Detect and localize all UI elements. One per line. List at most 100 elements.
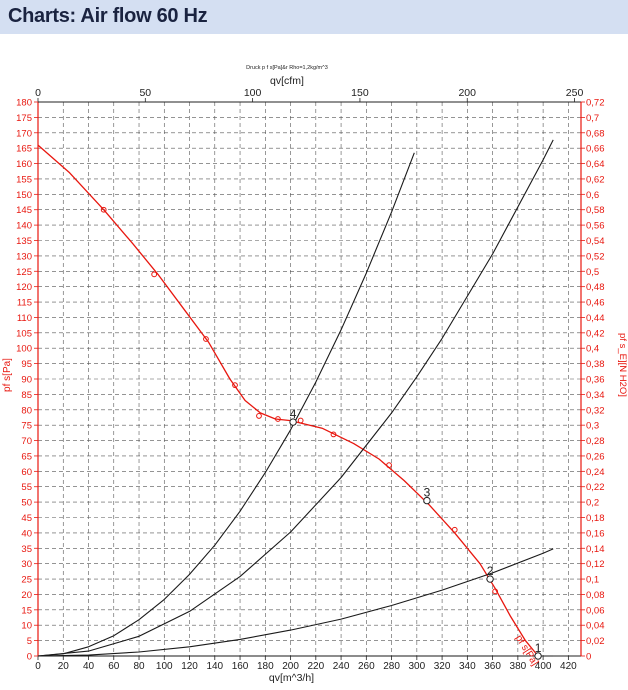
operating-point-label: 3 [424, 486, 431, 500]
operating-point-label: 1 [535, 641, 542, 655]
x-tick-label: 380 [510, 661, 527, 672]
operating-points: 4 3 2 1 [289, 407, 542, 660]
x-tick-label: 160 [232, 661, 249, 672]
series-line-system-curve-4 [37, 152, 415, 657]
y2-tick-label: 0,02 [586, 636, 605, 647]
y-tick-label: 85 [21, 390, 32, 401]
y2-tick-label: 0,66 [586, 144, 605, 155]
y2-tick-label: 0,68 [586, 128, 605, 139]
series-marker [256, 413, 262, 419]
y-tick-label: 15 [21, 605, 32, 616]
page-title: Charts: Air flow 60 Hz [8, 5, 208, 27]
y2-tick-label: 0,64 [586, 159, 605, 170]
y2-tick-label: 0,52 [586, 251, 605, 262]
fan-performance-chart: 4 3 2 1 0 20 40 60 80 100 120 140 160 180 200 220 240 26… [2, 65, 628, 684]
x-tick-label: 0 [35, 661, 41, 672]
y-axis-label: pf s[Pa] [2, 358, 13, 392]
y-tick-label: 105 [16, 328, 32, 339]
x-tick-label: 140 [206, 661, 223, 672]
y2-tick-label: 0,56 [586, 221, 605, 232]
y2-tick-label: 0,32 [586, 405, 605, 416]
y2-tick-label: 0,12 [586, 559, 605, 570]
x-axis-label: qv[m^3/h] [269, 672, 314, 684]
y2-tick-label: 0,34 [586, 390, 605, 401]
y-tick-label: 40 [21, 528, 32, 539]
title-bar: Charts: Air flow 60 Hz [0, 0, 628, 34]
y-tick-label: 10 [21, 621, 32, 632]
y-tick-label: 170 [16, 128, 32, 139]
series-marker [100, 206, 107, 213]
operating-point-3 [423, 496, 431, 505]
series-marker [297, 417, 304, 424]
x-tick-label: 220 [307, 661, 324, 672]
y2-tick-label: 0,46 [586, 298, 605, 309]
y2-tick-label: 0,24 [586, 467, 605, 478]
y2-tick-label: 0,16 [586, 528, 605, 539]
y-tick-label: 95 [21, 359, 32, 370]
y2-tick-label: 0,14 [586, 544, 605, 555]
y2-tick-label: 0,42 [586, 328, 605, 339]
y-tick-label: 115 [17, 298, 32, 309]
y-tick-label: 70 [21, 436, 32, 447]
series-marker [386, 462, 392, 469]
y2-tick-label: 0,36 [586, 375, 605, 386]
x2-axis-label: qv[cfm] [270, 75, 304, 87]
y-tick-label: 75 [21, 421, 32, 432]
x2-tick-label: 150 [351, 87, 369, 99]
y2-tick-label: 0,18 [586, 513, 605, 524]
x-tick-label: 200 [282, 661, 299, 672]
y2-tick-label: 0,28 [586, 436, 605, 447]
y2-tick-label: 0,5 [586, 267, 599, 278]
series-line-system-curve-2 [37, 548, 554, 657]
y-tick-label: 5 [27, 636, 32, 647]
x-tick-label: 360 [484, 661, 501, 672]
x-tick-label: 320 [434, 661, 451, 672]
chart-title: Druck p f s[Pa]&r Rho=1,2kg/m^3 [246, 65, 328, 71]
y2-tick-label: 0,06 [586, 605, 605, 616]
y2-tick-label: 0,4 [586, 344, 599, 355]
y-tick-label: 120 [16, 282, 32, 293]
series-marker [330, 431, 337, 438]
x-tick-label: 240 [333, 661, 350, 672]
y-tick-label: 135 [16, 236, 32, 247]
series-marker [451, 526, 458, 533]
operating-point-1 [534, 652, 542, 660]
series-line-system-curve-3 [37, 139, 554, 657]
x-tick-label: 60 [108, 661, 120, 672]
y-tick-label: 150 [16, 190, 32, 201]
y-tick-label: 65 [21, 451, 32, 462]
operating-point-label: 2 [487, 564, 494, 578]
y-tick-label: 60 [21, 467, 32, 478]
y-tick-label: 145 [16, 205, 32, 216]
y2-tick-label: 0 [586, 652, 591, 663]
x-tick-label: 280 [383, 661, 400, 672]
x-tick-label: 100 [156, 661, 173, 672]
x2-tick-label: 50 [139, 87, 151, 99]
y2-tick-label: 0,1 [586, 575, 599, 586]
y-tick-label: 25 [21, 575, 32, 586]
y2-axis-label: pf s_E][N H2O] [617, 333, 628, 397]
y2-tick-label: 0,44 [586, 313, 605, 324]
axes: 0 20 40 60 80 100 120 140 160 180 200 220 240 260 280 3… [2, 65, 628, 684]
series-line-fan-curve [37, 144, 539, 657]
plot-frame [37, 101, 582, 657]
x-tick-label: 260 [358, 661, 375, 672]
x2-tick-label: 200 [458, 87, 476, 99]
x-tick-label: 120 [181, 661, 198, 672]
operating-point-label: 4 [290, 407, 297, 421]
y2-tick-label: 0,48 [586, 282, 605, 293]
y-tick-label: 125 [16, 267, 32, 278]
y-tick-label: 50 [21, 498, 32, 509]
y2-tick-label: 0,6 [586, 190, 599, 201]
y2-tick-label: 0,38 [586, 359, 605, 370]
y2-tick-label: 0,22 [586, 482, 605, 493]
y2-tick-label: 0,3 [586, 421, 599, 432]
y-tick-label: 30 [21, 559, 32, 570]
y2-tick-label: 0,54 [586, 236, 605, 247]
x-tick-label: 300 [408, 661, 425, 672]
y2-tick-label: 0,08 [586, 590, 605, 601]
y2-tick-label: 0,2 [586, 498, 599, 509]
series-group [37, 139, 554, 657]
y-tick-label: 35 [21, 544, 32, 555]
operating-point-2 [486, 575, 494, 583]
